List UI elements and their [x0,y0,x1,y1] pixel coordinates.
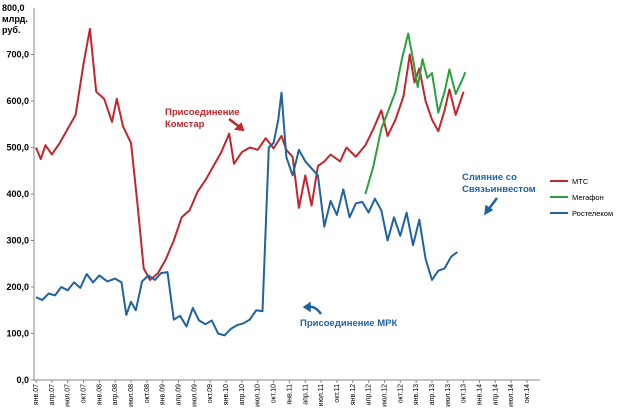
x-tick-label: июл.08 [128,384,135,407]
legend-label-mts: МТС [572,177,589,186]
annotation-svyazinvest-line-1: Слияние со [462,172,517,183]
y-unit-line-3: руб. [2,25,20,35]
x-tick-label: апр.11 [302,384,309,405]
x-tick-label: июл.12 [381,384,388,407]
y-tick-label: 100,0 [6,329,29,339]
x-tick-label: окт.09 [207,384,214,403]
y-tick-label: 0,0 [16,375,29,385]
annotation-komstar-line-1: Присоединение [165,107,240,118]
annotation-mrk-text: Присоединение МРК [300,318,397,329]
x-tick-label: окт.07 [81,384,88,403]
x-tick-label: июл.13 [445,384,452,407]
annotation-komstar: Присоединение Комстар [165,107,245,132]
y-axis-ticks: 0,0 100,0 200,0 300,0 400,0 500,0 600,0 700,0 [6,50,34,385]
y-tick-label: 200,0 [6,282,29,292]
x-tick-label: апр.12 [366,384,373,405]
x-axis-ticks: янв.07 апр.07 июл.07 окт.07 янв.08 апр.08 июл.… [33,380,531,407]
y-tick-label: 300,0 [6,236,29,246]
y-tick-label: 700,0 [6,50,29,60]
x-tick-label: апр.09 [176,384,183,405]
legend-label-megafon: Мегафон [572,193,604,202]
x-tick-label: янв.12 [350,384,357,405]
x-tick-label: окт.12 [397,384,404,403]
x-tick-label: июл.14 [508,384,515,407]
annotation-komstar-arrowhead [233,122,245,132]
legend: МТС Мегафон Ростелеком [550,177,613,218]
legend-item-mts: МТС [550,177,589,186]
x-tick-label: окт.11 [334,384,341,403]
annotation-svyazinvest-line-2: Связьинвестом [462,184,536,195]
y-tick-label: 600,0 [6,96,29,106]
x-tick-label: янв.10 [223,384,230,405]
x-tick-label: янв.11 [286,384,293,405]
y-unit-line-2: млрд. [2,14,28,24]
series-line-rostelecom [35,91,458,337]
x-tick-label: июл.07 [65,384,72,407]
x-tick-label: апр.14 [492,384,499,405]
x-tick-label: апр.08 [112,384,119,405]
y-tick-label: 400,0 [6,189,29,199]
x-tick-label: июл.10 [255,384,262,407]
y-tick-label: 500,0 [6,143,29,153]
legend-item-megafon: Мегафон [550,193,604,202]
x-tick-label: янв.13 [413,384,420,405]
legend-label-rostelecom: Ростелеком [572,209,613,218]
series-lines [35,27,467,337]
annotation-komstar-line-2: Комстар [165,119,205,130]
x-tick-label: июл.09 [191,384,198,407]
annotation-mrk: Присоединение МРК [300,301,397,329]
x-tick-label: янв.09 [160,384,167,405]
x-tick-label: июл.11 [318,384,325,406]
y-unit-line-1: 800,0 [2,3,25,13]
x-tick-label: окт.14 [524,384,531,403]
x-tick-label: апр.07 [49,384,56,405]
annotation-svyazinvest: Слияние со Связьинвестом [462,172,536,216]
legend-item-rostelecom: Ростелеком [550,209,613,218]
x-tick-label: апр.13 [429,384,436,405]
x-tick-label: окт.13 [461,384,468,403]
x-tick-label: янв.07 [33,384,40,405]
x-tick-label: апр.10 [239,384,246,405]
series-line-megafon [364,32,467,195]
x-tick-label: окт.10 [271,384,278,403]
x-tick-label: янв.08 [96,384,103,405]
annotation-svyazinvest-arrowhead [484,204,494,216]
series-line-mts [35,27,465,281]
x-tick-label: окт.08 [144,384,151,403]
annotation-mrk-arrowhead [302,301,311,313]
x-tick-label: янв.14 [476,384,483,405]
